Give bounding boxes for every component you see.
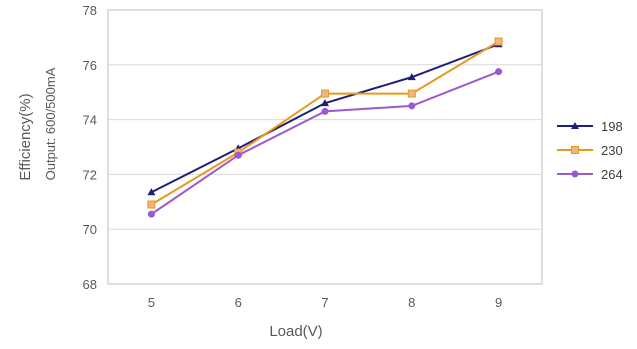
x-tick-label: 8: [408, 295, 415, 310]
y-axis-ticks: 68 70 72 74 76 78: [83, 3, 97, 292]
x-tick-label: 6: [235, 295, 242, 310]
y-tick-label: 78: [83, 3, 97, 18]
legend: 198 230 264: [557, 119, 623, 182]
data-point: [234, 151, 242, 159]
y-axis-subtitle: Output: 600/500mA: [43, 67, 58, 180]
x-tick-label: 9: [495, 295, 502, 310]
legend-item-264: 264: [557, 167, 623, 182]
data-point: [408, 102, 416, 110]
y-tick-label: 68: [83, 277, 97, 292]
legend-item-198: 198: [557, 119, 623, 134]
x-tick-label: 7: [321, 295, 328, 310]
x-axis-title: Load(V): [269, 323, 322, 340]
plot-area: [107, 9, 543, 285]
legend-label: 264: [601, 167, 623, 182]
data-point: [320, 99, 330, 107]
legend-label: 230: [601, 143, 623, 158]
series-group: [147, 37, 503, 218]
data-point: [494, 37, 503, 46]
x-axis-ticks: 5 6 7 8 9: [148, 295, 502, 310]
data-point: [571, 170, 579, 178]
data-point: [147, 188, 156, 196]
legend-label: 198: [601, 119, 623, 134]
series-264: [147, 68, 503, 218]
y-axis-title: Efficiency(%): [17, 93, 34, 180]
y-tick-label: 72: [83, 167, 97, 182]
y-tick-label: 74: [83, 113, 97, 128]
y-tick-label: 76: [83, 58, 97, 73]
y-tick-label: 70: [83, 222, 97, 237]
data-point: [407, 73, 416, 81]
gridlines: [108, 64, 542, 230]
data-point: [321, 107, 329, 115]
data-point: [147, 210, 155, 218]
data-point: [321, 89, 329, 98]
data-point: [571, 146, 579, 154]
data-point: [570, 121, 580, 130]
legend-item-230: 230: [557, 143, 623, 158]
x-tick-label: 5: [148, 295, 155, 310]
data-point: [147, 200, 156, 209]
data-point: [407, 89, 416, 98]
data-point: [495, 68, 503, 76]
